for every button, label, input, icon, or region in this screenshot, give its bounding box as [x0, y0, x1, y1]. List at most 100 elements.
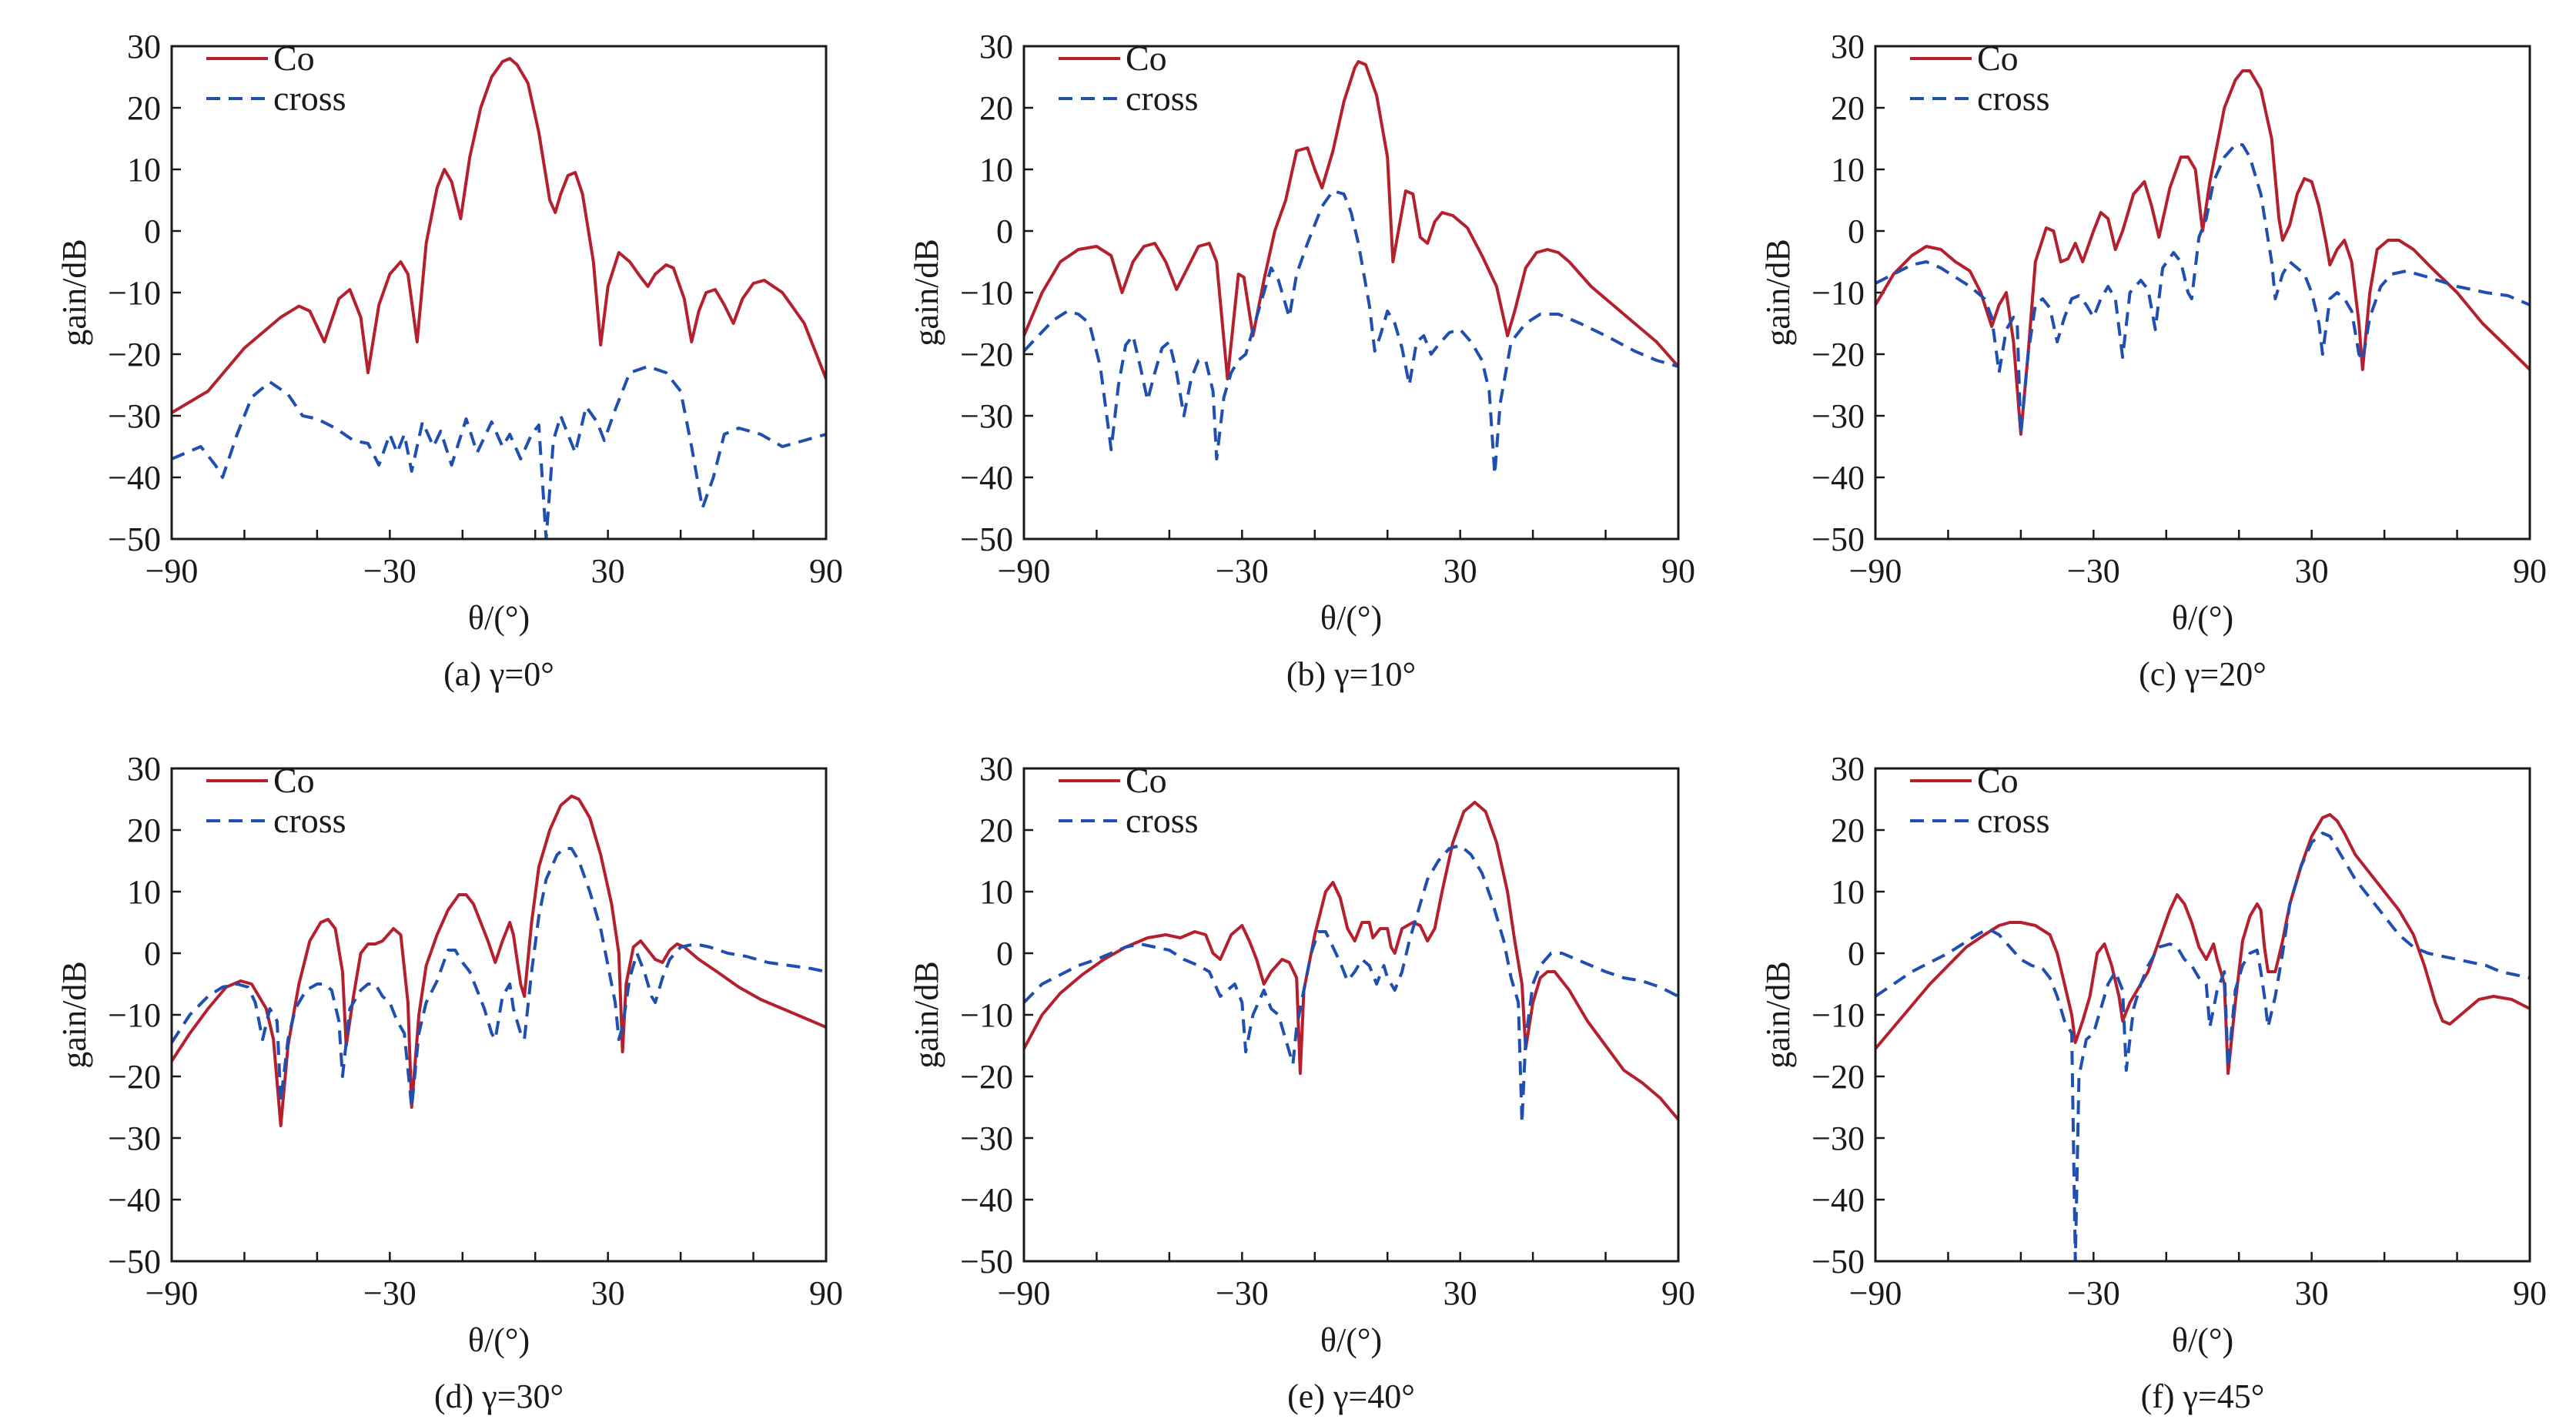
y-tick-label: −20 — [108, 336, 161, 373]
y-tick-label: −50 — [1812, 521, 1865, 558]
y-tick-label: 20 — [127, 89, 161, 127]
y-tick-label: −30 — [1812, 397, 1865, 435]
y-tick-label: 10 — [979, 151, 1013, 189]
series-line-cross — [1024, 844, 1678, 1124]
y-tick-label: −50 — [108, 521, 161, 558]
x-axis-title: θ/(°) — [1320, 599, 1382, 637]
x-tick-label: −30 — [363, 1274, 417, 1312]
plot-frame — [1022, 45, 1680, 541]
y-tick-label: −10 — [108, 996, 161, 1034]
x-tick-label: 30 — [591, 1274, 625, 1312]
series-line-cross — [1875, 832, 2530, 1261]
y-tick-label: 0 — [996, 935, 1013, 972]
x-tick-label: −90 — [998, 1274, 1051, 1312]
y-tick-label: 20 — [1831, 89, 1865, 127]
y-tick-label: −50 — [960, 521, 1013, 558]
x-tick-label: −90 — [998, 552, 1051, 590]
x-tick-label: −30 — [1216, 552, 1269, 590]
x-axis-title: θ/(°) — [468, 1321, 530, 1359]
legend-label-co: Co — [1126, 761, 1167, 800]
x-tick-label: −30 — [1216, 1274, 1269, 1312]
x-tick-label: 90 — [809, 552, 843, 590]
y-tick-label: 0 — [144, 935, 161, 972]
x-tick-label: 90 — [809, 1274, 843, 1312]
chart-panel-6: 30 20 10 0 −10 −20 −30 −40 −50−90 −30 30 90 gain/dB θ… — [1759, 750, 2547, 1415]
series-line-co — [172, 57, 826, 414]
y-axis-title: gain/dB — [1759, 961, 1797, 1068]
y-tick-label: −30 — [960, 1120, 1013, 1157]
y-tick-label: 30 — [1831, 750, 1865, 788]
legend-label-co: Co — [1977, 38, 2019, 78]
series-line-co — [1024, 60, 1678, 380]
y-tick-label: 10 — [1831, 873, 1865, 911]
y-tick-label: −40 — [960, 1181, 1013, 1219]
y-tick-label: 20 — [1831, 812, 1865, 849]
y-tick-label: −10 — [960, 996, 1013, 1034]
legend-label-cross: cross — [273, 79, 346, 118]
x-tick-label: −90 — [1849, 552, 1902, 590]
chart-panel-2: 30 20 10 0 −10 −20 −30 −40 −50−90 −30 30 90 gain/dB θ… — [908, 28, 1695, 693]
y-tick-label: 30 — [127, 750, 161, 788]
plot-frame — [1874, 767, 2531, 1263]
y-tick-label: 10 — [127, 151, 161, 189]
y-tick-label: −40 — [1812, 459, 1865, 497]
x-tick-label: −90 — [146, 552, 199, 590]
legend-label-co: Co — [273, 38, 315, 78]
chart-panel-4: 30 20 10 0 −10 −20 −30 −40 −50−90 −30 30 90 gain/dB θ… — [55, 750, 843, 1415]
y-tick-label: 10 — [127, 873, 161, 911]
x-tick-label: 90 — [1661, 552, 1695, 590]
y-tick-label: −10 — [1812, 274, 1865, 312]
legend-label-co: Co — [1977, 761, 2019, 800]
x-tick-label: −90 — [146, 1274, 199, 1312]
y-tick-label: 30 — [979, 28, 1013, 65]
panel-caption: (f) γ=45° — [2141, 1377, 2265, 1415]
y-tick-label: 0 — [1848, 213, 1865, 250]
y-tick-label: −10 — [108, 274, 161, 312]
x-tick-label: 30 — [2295, 1274, 2329, 1312]
x-axis-title: θ/(°) — [1320, 1321, 1382, 1359]
x-tick-label: 30 — [591, 552, 625, 590]
y-tick-label: 20 — [979, 812, 1013, 849]
chart-panel-1: 30 20 10 0 −10 −20 −30 −40 −50−90 −30 30 90 gain/dB θ… — [55, 28, 843, 693]
series-line-co — [1875, 813, 2530, 1075]
y-axis-title: gain/dB — [908, 239, 945, 346]
x-tick-label: −90 — [1849, 1274, 1902, 1312]
y-tick-label: 30 — [1831, 28, 1865, 65]
legend-label-co: Co — [273, 761, 315, 800]
series-line-cross — [1875, 143, 2530, 436]
y-tick-label: 0 — [144, 213, 161, 250]
series-line-co — [172, 795, 826, 1127]
y-tick-label: −40 — [1812, 1181, 1865, 1219]
y-tick-label: −40 — [960, 459, 1013, 497]
y-tick-label: 30 — [979, 750, 1013, 788]
y-tick-label: −30 — [108, 1120, 161, 1157]
panel-caption: (b) γ=10° — [1286, 655, 1416, 693]
plot-frame — [1874, 45, 2531, 541]
series-line-co — [1024, 801, 1678, 1121]
x-axis-title: θ/(°) — [468, 599, 530, 637]
y-tick-label: −20 — [960, 336, 1013, 373]
panel-caption: (c) γ=20° — [2139, 655, 2267, 693]
y-tick-label: −40 — [108, 1181, 161, 1219]
x-tick-label: 90 — [2513, 1274, 2547, 1312]
series-line-cross — [172, 365, 826, 539]
series-line-cross — [172, 847, 826, 1109]
legend-label-cross: cross — [1126, 79, 1199, 118]
y-tick-label: 20 — [979, 89, 1013, 127]
legend-label-cross: cross — [1977, 801, 2050, 840]
plot-frame — [170, 45, 828, 541]
x-tick-label: 30 — [1444, 552, 1477, 590]
y-tick-label: −20 — [108, 1058, 161, 1096]
panel-caption: (a) γ=0° — [443, 655, 554, 693]
y-tick-label: 0 — [1848, 935, 1865, 972]
legend-label-co: Co — [1126, 38, 1167, 78]
y-tick-label: −50 — [960, 1243, 1013, 1280]
series-line-co — [1875, 69, 2530, 436]
x-tick-label: 90 — [1661, 1274, 1695, 1312]
